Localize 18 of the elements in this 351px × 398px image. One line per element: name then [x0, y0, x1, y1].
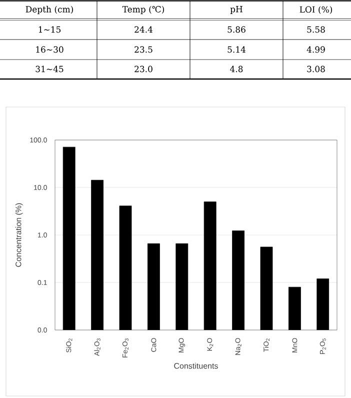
text: 24.4: [134, 26, 153, 33]
text: 23.5: [134, 46, 152, 53]
text: 1∼15: [38, 26, 61, 33]
text: 5.58: [307, 26, 325, 33]
text: 31∼45: [36, 66, 64, 72]
text: 23.0: [134, 66, 152, 72]
text: 4.99: [306, 46, 325, 53]
text: 3.08: [307, 66, 325, 72]
category-label: Temp (℃): [122, 6, 164, 14]
category-label: pH: [230, 6, 242, 14]
category-label: Depth (cm): [26, 6, 73, 14]
text: 4.8: [230, 66, 243, 72]
y-axis-title: Concentration (%): [15, 203, 23, 267]
text: 5.14: [228, 46, 246, 53]
text: 16∼30: [36, 46, 64, 53]
text: 5.86: [228, 26, 246, 33]
category-label: LOI (%): [300, 6, 332, 14]
x-axis-title: Constituents: [174, 362, 218, 369]
